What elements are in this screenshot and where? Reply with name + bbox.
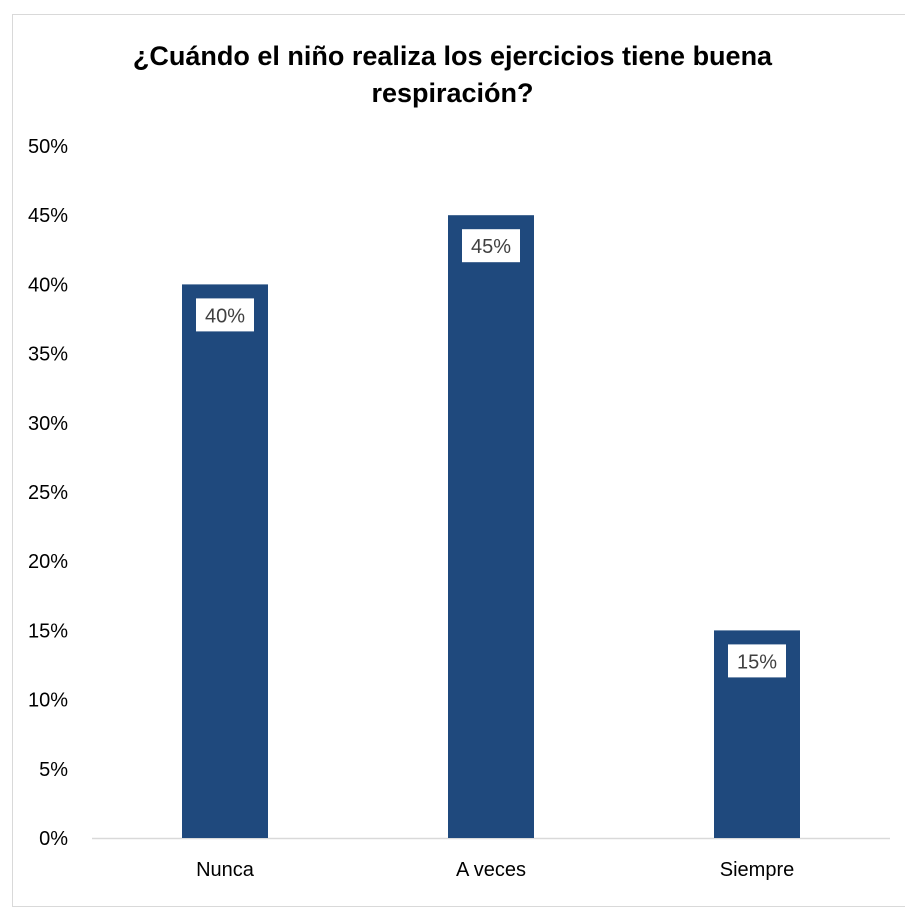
y-tick-label: 45% xyxy=(28,205,68,227)
data-label: 40% xyxy=(205,305,245,327)
chart-title: ¿Cuándo el niño realiza los ejercicios t… xyxy=(0,38,905,112)
data-label: 45% xyxy=(471,236,511,258)
data-label-box xyxy=(196,298,254,332)
data-label: 15% xyxy=(737,651,777,673)
y-tick-label: 25% xyxy=(28,482,68,504)
y-tick-label: 5% xyxy=(39,759,68,781)
x-tick-label: A veces xyxy=(456,859,526,881)
bar xyxy=(182,284,268,838)
data-label-box xyxy=(462,229,520,263)
x-tick-label: Nunca xyxy=(196,859,255,881)
y-tick-label: 15% xyxy=(28,620,68,642)
y-tick-label: 10% xyxy=(28,690,68,712)
y-tick-label: 20% xyxy=(28,551,68,573)
chart-title-line-2: respiración? xyxy=(371,78,534,108)
bar xyxy=(448,215,534,838)
y-tick-label: 40% xyxy=(28,274,68,296)
chart-title-line-1: ¿Cuándo el niño realiza los ejercicios t… xyxy=(132,41,773,71)
y-tick-label: 0% xyxy=(39,828,68,850)
y-tick-label: 35% xyxy=(28,344,68,366)
y-tick-label: 50% xyxy=(28,136,68,158)
y-tick-label: 30% xyxy=(28,413,68,435)
x-tick-label: Siempre xyxy=(720,859,794,881)
data-label-box xyxy=(728,644,786,678)
